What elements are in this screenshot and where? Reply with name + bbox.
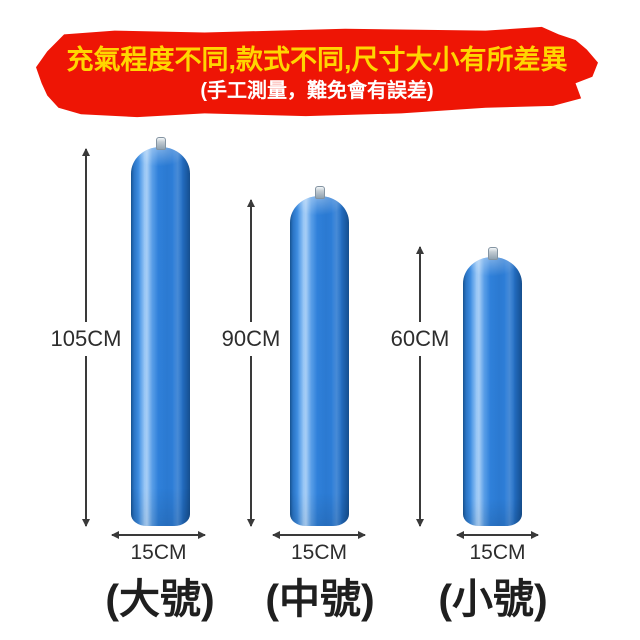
- size-name-small: (小號): [438, 576, 548, 622]
- height-arrow-large: 105CM: [48, 149, 124, 526]
- banner-subtitle: (手工測量，難免會有誤差): [200, 79, 434, 102]
- width-arrow-medium: [273, 534, 365, 536]
- size-name-large: (大號): [105, 576, 215, 622]
- inflation-valve-medium: [314, 186, 325, 199]
- height-label-large: 105CM: [48, 322, 124, 356]
- height-label-small: 60CM: [388, 322, 452, 356]
- size-name-medium: (中號): [265, 576, 375, 622]
- tube-medium: [290, 186, 349, 526]
- tube-large: [131, 137, 190, 526]
- banner: 充氣程度不同,款式不同,尺寸大小有所差異 (手工測量，難免會有誤差): [36, 26, 598, 118]
- height-arrow-medium: 90CM: [219, 200, 283, 526]
- width-arrow-small: [457, 534, 538, 536]
- height-arrow-small: 60CM: [388, 247, 452, 526]
- inflation-valve-large: [155, 137, 166, 150]
- banner-title: 充氣程度不同,款式不同,尺寸大小有所差異: [66, 44, 568, 75]
- height-label-medium: 90CM: [219, 322, 283, 356]
- width-label-small: 15CM: [469, 541, 526, 564]
- width-label-large: 15CM: [130, 541, 187, 564]
- width-arrow-large: [112, 534, 205, 536]
- tube-small: [463, 247, 522, 526]
- inflation-valve-small: [487, 247, 498, 260]
- width-label-medium: 15CM: [290, 541, 348, 564]
